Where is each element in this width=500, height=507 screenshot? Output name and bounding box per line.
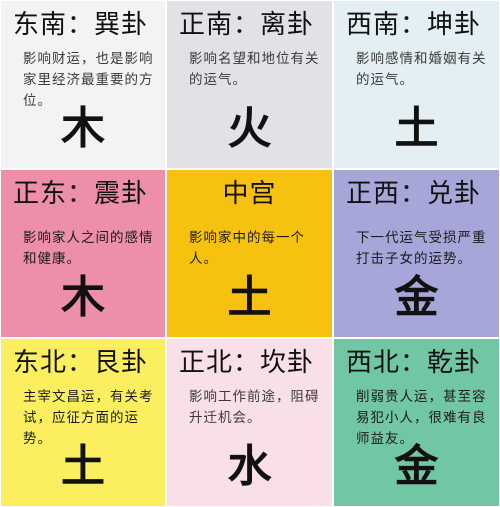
cell-west: 正西：兑卦 下一代运气受损严重打击子女的运势。 金 (333, 169, 500, 338)
cell-description: 削弱贵人运，甚至容易犯小人，很难有良师益友。 (356, 389, 487, 447)
cell-description: 影响家中的每一个人。 (189, 230, 305, 267)
cell-northwest: 西北：乾卦 削弱贵人运，甚至容易犯小人，很难有良师益友。 金 (333, 338, 500, 507)
cell-description: 下一代运气受损严重打击子女的运势。 (356, 230, 487, 267)
cell-title: 正南：离卦 (179, 10, 315, 40)
cell-description: 影响名望和地位有关的运气。 (189, 51, 320, 88)
cell-description: 影响财运，也是影响家里经济最重要的方位。 (23, 51, 154, 109)
cell-description: 影响家人之间的感情和健康。 (23, 230, 154, 267)
cell-title: 中宫 (222, 179, 277, 209)
cell-north: 正北：坎卦 影响工作前途，阻碍升迁机会。 水 (166, 338, 333, 507)
cell-element: 土 (227, 272, 272, 323)
cell-title: 西北：乾卦 (346, 348, 482, 378)
cell-description: 主宰文昌运，有关考试，应征方面的运势。 (23, 389, 154, 447)
cell-description: 影响工作前途，阻碍升迁机会。 (189, 389, 320, 426)
cell-title: 正西：兑卦 (346, 179, 482, 209)
cell-element: 木 (61, 272, 105, 323)
cell-title: 东北：艮卦 (13, 348, 149, 378)
cell-northeast: 东北：艮卦 主宰文昌运，有关考试，应征方面的运势。 土 (0, 338, 166, 507)
cell-description: 影响感情和婚姻有关的运气。 (356, 51, 487, 88)
cell-southwest: 西南：坤卦 影响感情和婚姻有关的运气。 土 (333, 0, 500, 169)
cell-element: 金 (394, 272, 439, 323)
cell-title: 西南：坤卦 (346, 10, 482, 40)
cell-element: 水 (227, 441, 272, 492)
cell-title: 正北：坎卦 (179, 348, 315, 378)
cell-element: 木 (61, 103, 105, 154)
cell-center: 中宫 影响家中的每一个人。 土 (166, 169, 333, 338)
cell-element: 金 (394, 441, 439, 492)
cell-element: 火 (227, 103, 272, 154)
cell-element: 土 (394, 103, 439, 154)
cell-southeast: 东南：巽卦 影响财运，也是影响家里经济最重要的方位。 木 (0, 0, 166, 169)
cell-south: 正南：离卦 影响名望和地位有关的运气。 火 (166, 0, 333, 169)
cell-title: 正东：震卦 (13, 179, 149, 209)
cell-east: 正东：震卦 影响家人之间的感情和健康。 木 (0, 169, 166, 338)
cell-title: 东南：巽卦 (13, 10, 149, 40)
cell-element: 土 (61, 441, 105, 492)
